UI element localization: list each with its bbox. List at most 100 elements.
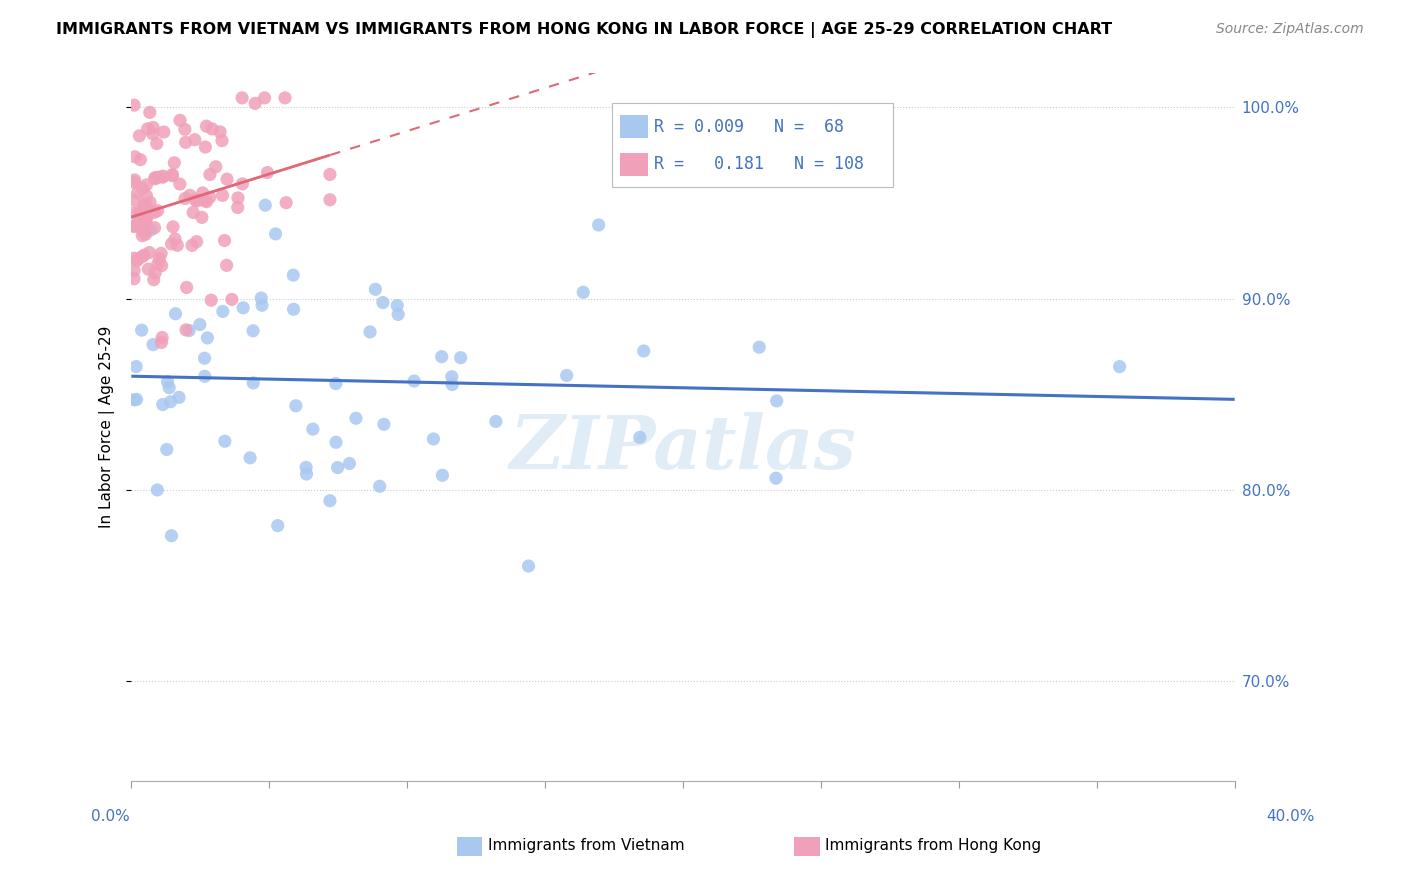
Point [139, 223, 162, 237]
Point [450, 351, 472, 365]
Point [440, 369, 463, 384]
Point [325, 376, 347, 391]
Point [193, 351, 215, 366]
Point [232, 301, 254, 315]
Point [432, 468, 454, 483]
Point [243, 96, 266, 111]
Point [302, 422, 325, 436]
Point [162, 219, 184, 234]
Point [152, 170, 174, 185]
Text: R = 0.009   N =  68: R = 0.009 N = 68 [654, 118, 844, 136]
Point [195, 119, 218, 133]
Point [194, 194, 217, 208]
Point [125, 359, 148, 374]
Point [250, 298, 273, 312]
Point [373, 417, 395, 432]
Point [211, 304, 233, 318]
Point [295, 467, 318, 481]
Point [143, 170, 166, 185]
Point [135, 188, 157, 202]
Text: 0.0%: 0.0% [91, 809, 131, 823]
Point [145, 136, 167, 151]
Point [174, 192, 197, 206]
Point [132, 225, 155, 239]
Point [174, 136, 197, 150]
Point [191, 211, 214, 225]
Point [267, 518, 290, 533]
Point [132, 248, 155, 262]
Point [250, 291, 273, 305]
Point [184, 193, 207, 207]
Point [136, 121, 159, 136]
Point [124, 150, 146, 164]
Point [162, 168, 184, 182]
Point [143, 205, 166, 219]
Point [517, 559, 540, 574]
Point [135, 178, 157, 192]
Point [200, 293, 222, 308]
Point [146, 257, 169, 271]
Point [139, 105, 162, 120]
Point [359, 325, 381, 339]
Y-axis label: In Labor Force | Age 25-29: In Labor Force | Age 25-29 [100, 326, 115, 528]
Point [122, 271, 145, 285]
Text: Source: ZipAtlas.com: Source: ZipAtlas.com [1216, 22, 1364, 37]
Point [156, 442, 179, 457]
Point [226, 201, 249, 215]
Point [191, 186, 214, 200]
Point [387, 307, 409, 321]
Point [131, 250, 153, 264]
Point [276, 195, 298, 210]
Point [142, 273, 165, 287]
Point [122, 251, 145, 265]
Point [628, 430, 651, 444]
Point [163, 232, 186, 246]
Point [215, 172, 238, 186]
Point [179, 324, 201, 338]
Point [148, 252, 170, 266]
Point [131, 181, 153, 195]
Point [242, 324, 264, 338]
Text: R =   0.181   N = 108: R = 0.181 N = 108 [654, 155, 863, 173]
Point [135, 214, 157, 228]
Point [555, 368, 578, 383]
Point [122, 219, 145, 233]
Point [214, 234, 236, 248]
Point [198, 168, 221, 182]
Point [194, 369, 217, 384]
Point [214, 434, 236, 449]
Point [319, 493, 342, 508]
Point [125, 253, 148, 268]
Point [188, 318, 211, 332]
Point [339, 457, 361, 471]
Point [143, 220, 166, 235]
Point [153, 125, 176, 139]
Point [387, 299, 409, 313]
Point [179, 188, 201, 202]
Point [152, 169, 174, 183]
Point [254, 198, 277, 212]
Point [142, 337, 165, 351]
Point [131, 323, 153, 337]
Point [748, 340, 770, 354]
Point [165, 307, 187, 321]
Point [264, 227, 287, 241]
Point [181, 238, 204, 252]
Point [422, 432, 444, 446]
Point [142, 120, 165, 135]
Point [765, 471, 787, 485]
Text: ZIPatlas: ZIPatlas [509, 412, 856, 484]
Point [319, 168, 342, 182]
Point [146, 203, 169, 218]
Point [131, 228, 153, 243]
Point [184, 133, 207, 147]
Point [167, 390, 190, 404]
Point [765, 393, 787, 408]
Point [197, 331, 219, 345]
Point [326, 460, 349, 475]
Point [1108, 359, 1130, 374]
Text: 40.0%: 40.0% [1267, 809, 1315, 823]
Point [226, 191, 249, 205]
Point [124, 173, 146, 187]
Point [163, 155, 186, 169]
